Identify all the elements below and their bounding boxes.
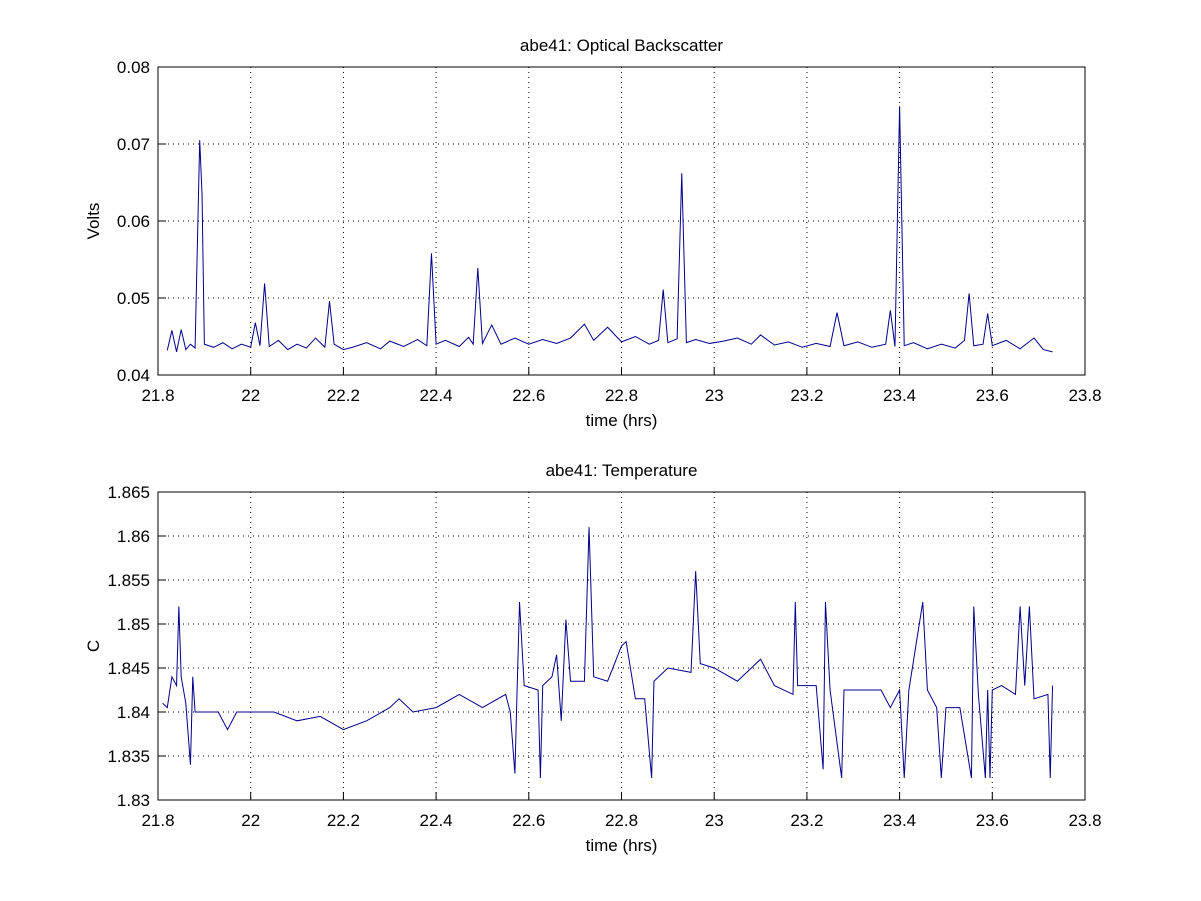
y-tick-label: 1.835 — [107, 747, 150, 766]
x-tick-label: 23.2 — [790, 811, 823, 830]
x-axis-label: time (hrs) — [586, 411, 658, 430]
y-axis-label: C — [84, 640, 103, 652]
x-tick-label: 23.8 — [1068, 811, 1101, 830]
x-tick-label: 23 — [705, 386, 724, 405]
x-axis-label: time (hrs) — [586, 836, 658, 855]
x-tick-label: 22.8 — [605, 386, 638, 405]
data-line — [166, 106, 1053, 353]
y-tick-label: 0.05 — [117, 289, 150, 308]
x-tick-label: 23.2 — [790, 386, 823, 405]
x-tick-label: 23 — [705, 811, 724, 830]
x-tick-label: 22.8 — [605, 811, 638, 830]
x-tick-label: 23.6 — [976, 811, 1009, 830]
y-tick-label: 0.06 — [117, 212, 150, 231]
x-tick-label: 22.6 — [512, 386, 545, 405]
y-tick-label: 1.86 — [117, 527, 150, 546]
x-tick-label: 23.8 — [1068, 386, 1101, 405]
x-tick-label: 21.8 — [141, 386, 174, 405]
y-tick-label: 1.865 — [107, 483, 150, 502]
y-tick-label: 1.855 — [107, 571, 150, 590]
y-tick-label: 1.85 — [117, 615, 150, 634]
y-tick-label: 0.04 — [117, 366, 150, 385]
chart-title: abe41: Temperature — [546, 461, 698, 480]
plot-area — [158, 67, 1085, 375]
x-tick-label: 22.2 — [327, 811, 360, 830]
y-tick-label: 1.845 — [107, 659, 150, 678]
y-tick-label: 0.08 — [117, 58, 150, 77]
axes-frame — [157, 66, 1086, 376]
x-tick-label: 22.2 — [327, 386, 360, 405]
y-tick-label: 0.07 — [117, 135, 150, 154]
x-tick-label: 22 — [241, 386, 260, 405]
x-tick-label: 22.4 — [420, 811, 453, 830]
x-tick-label: 23.6 — [976, 386, 1009, 405]
x-tick-label: 23.4 — [883, 386, 916, 405]
x-tick-label: 21.8 — [141, 811, 174, 830]
y-axis-label: Volts — [84, 203, 103, 240]
y-tick-label: 1.84 — [117, 703, 150, 722]
chart-title: abe41: Optical Backscatter — [520, 36, 724, 55]
data-line — [162, 527, 1054, 779]
x-tick-label: 22.6 — [512, 811, 545, 830]
y-tick-label: 1.83 — [117, 791, 150, 810]
x-tick-label: 22 — [241, 811, 260, 830]
x-tick-label: 23.4 — [883, 811, 916, 830]
axes-frame — [157, 491, 1086, 801]
x-tick-label: 22.4 — [420, 386, 453, 405]
